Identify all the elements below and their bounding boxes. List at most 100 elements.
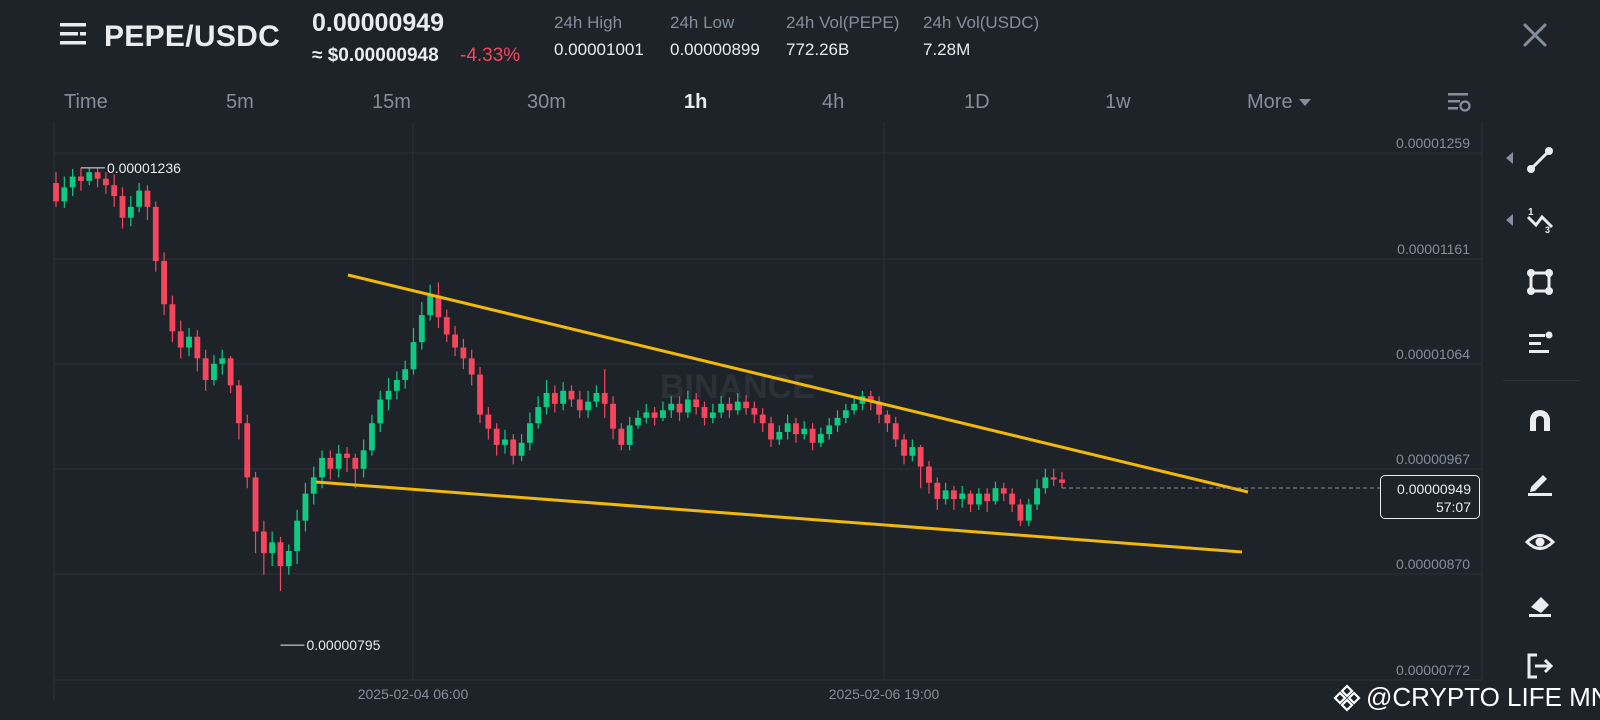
tf-more-label: More	[1247, 91, 1293, 113]
candle-body	[502, 439, 508, 445]
candle-body	[535, 407, 542, 424]
candle-body	[776, 431, 783, 440]
candle-body	[826, 425, 833, 435]
candle-body	[593, 392, 600, 402]
candle-body	[643, 412, 650, 418]
candle-body	[793, 423, 799, 435]
stat-value-24h-low: 0.00000899	[670, 40, 760, 59]
candle-body	[402, 369, 409, 380]
candle-body	[526, 423, 533, 443]
countdown-timer: 57:07	[1435, 499, 1471, 515]
candle-body	[452, 334, 458, 348]
candle-body	[102, 178, 109, 186]
chart-grid	[53, 122, 1483, 700]
candle-body	[211, 363, 217, 380]
stat-label-24h-low: 24h Low	[670, 13, 735, 32]
candle-body	[460, 347, 467, 359]
lower-trendline	[315, 480, 1243, 554]
eraser-icon[interactable]	[1520, 584, 1560, 624]
binance-logo-icon	[1333, 684, 1361, 712]
tf-time[interactable]: Time	[64, 91, 108, 113]
candle-body	[917, 447, 924, 467]
candle-body	[418, 315, 425, 343]
candle-body	[560, 390, 567, 404]
candle-body	[734, 401, 741, 411]
candle-body	[1009, 493, 1016, 505]
candle-body	[360, 450, 367, 469]
brush-icon[interactable]	[1520, 462, 1560, 502]
candle-body	[435, 295, 442, 318]
expand-arrow-icon[interactable]	[1506, 152, 1513, 164]
tf-1d[interactable]: 1D	[964, 91, 990, 113]
chart-settings-icon[interactable]	[1446, 90, 1472, 114]
candle-body	[959, 493, 966, 500]
tf-more[interactable]: More	[1247, 91, 1311, 114]
candle-body	[477, 374, 483, 415]
candle-body	[718, 403, 725, 413]
candle-body	[136, 190, 143, 207]
candle-body	[901, 439, 907, 456]
pair-title[interactable]: PEPE/USDC	[104, 20, 281, 53]
candle-body	[743, 401, 749, 409]
candle-body	[485, 414, 492, 429]
tf-30m[interactable]: 30m	[527, 91, 566, 113]
candle-body	[984, 493, 991, 502]
svg-text:1: 1	[1528, 207, 1534, 218]
candle-body	[127, 206, 134, 218]
current-price-box: 0.00000949 57:07	[1380, 475, 1480, 519]
candle-body	[892, 423, 899, 440]
candle-body	[884, 414, 891, 424]
tf-15m[interactable]: 15m	[372, 91, 411, 113]
tf-4h[interactable]: 4h	[822, 91, 845, 113]
trend-line-icon[interactable]	[1520, 140, 1560, 180]
candle-body	[851, 403, 858, 411]
stat-label-24h-vol-pepe: 24h Vol(PEPE)	[786, 13, 900, 32]
candle-body	[260, 531, 267, 554]
candle-body	[1034, 488, 1040, 505]
indicator-icon[interactable]	[1520, 324, 1560, 364]
tf-5m[interactable]: 5m	[226, 91, 254, 113]
candle-body	[568, 390, 575, 400]
candle-body	[867, 396, 874, 402]
rectangle-icon[interactable]	[1520, 262, 1560, 302]
candle-body	[410, 342, 417, 370]
magnet-icon[interactable]	[1520, 400, 1560, 440]
time-axis-label: 2025-02-06 19:00	[829, 686, 940, 702]
exit-icon[interactable]	[1520, 646, 1560, 686]
menu-icon[interactable]	[60, 20, 88, 50]
candle-body	[784, 423, 791, 432]
candle-body	[626, 425, 633, 445]
candles	[53, 167, 1065, 592]
candle-body	[543, 392, 550, 408]
candle-body	[235, 385, 242, 424]
candle-body	[585, 401, 592, 411]
candle-body	[468, 358, 475, 375]
candle-body	[668, 403, 675, 411]
expand-arrow-icon-2[interactable]	[1506, 214, 1513, 226]
candle-body	[934, 482, 941, 500]
candle-body	[186, 336, 192, 348]
candle-body	[202, 358, 209, 380]
stat-value-24h-vol-usdc: 7.28M	[923, 40, 971, 59]
candle-body	[576, 399, 583, 411]
candle-body	[194, 336, 201, 359]
caret-down-icon	[1298, 99, 1311, 107]
tf-1h[interactable]: 1h	[684, 91, 708, 113]
candle-body	[759, 414, 766, 424]
upper-trendline	[347, 273, 1249, 494]
candle-body	[975, 493, 982, 505]
candle-body	[967, 493, 974, 505]
candle-body	[660, 410, 666, 418]
candle-body	[53, 183, 59, 202]
eye-icon[interactable]	[1520, 522, 1560, 562]
tf-1w[interactable]: 1w	[1105, 91, 1131, 113]
candle-body	[252, 477, 259, 532]
close-icon[interactable]	[1520, 20, 1550, 50]
candle-body	[684, 399, 691, 413]
candle-body	[443, 317, 450, 335]
last-price: 0.00000949	[312, 9, 445, 37]
price-axis-label: 0.00001064	[1396, 346, 1470, 362]
candle-body	[709, 412, 716, 418]
